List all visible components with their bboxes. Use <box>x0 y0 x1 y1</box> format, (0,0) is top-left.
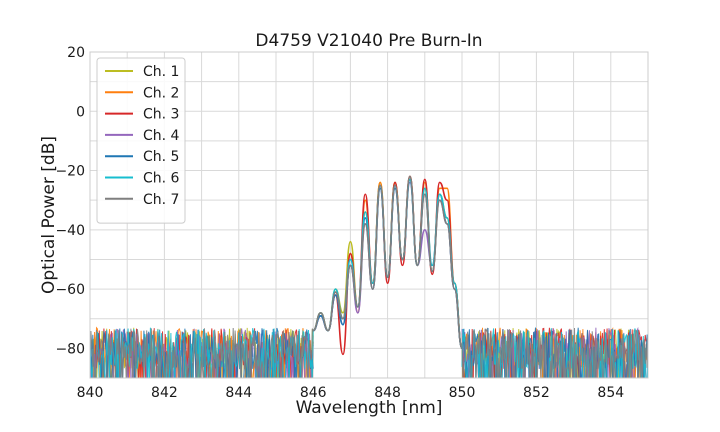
y-tick-label: −60 <box>55 282 85 298</box>
series-line <box>312 175 463 350</box>
x-tick-label: 854 <box>597 385 624 401</box>
legend-label: Ch. 2 <box>143 85 179 101</box>
x-tick-label: 840 <box>77 385 104 401</box>
y-tick-label: −40 <box>55 223 85 239</box>
chart-title: D4759 V21040 Pre Burn-In <box>255 31 482 51</box>
y-tick-labels: 20 0 −20 −40 −60 −80 <box>55 45 85 357</box>
x-tick-label: 852 <box>523 385 550 401</box>
y-tick-label: 20 <box>67 45 85 61</box>
y-tick-label: 0 <box>76 104 85 120</box>
legend-label: Ch. 5 <box>143 149 179 165</box>
series-lines <box>312 175 463 356</box>
noise-trace <box>461 327 648 378</box>
legend-label: Ch. 1 <box>143 64 179 80</box>
noise-floor <box>90 326 648 378</box>
x-tick-label: 850 <box>449 385 476 401</box>
legend-label: Ch. 6 <box>143 171 180 187</box>
x-tick-label: 846 <box>300 385 327 401</box>
x-tick-label: 842 <box>151 385 178 401</box>
x-tick-label: 848 <box>374 385 401 401</box>
legend-box <box>96 57 186 224</box>
x-tick-labels: 840 842 844 846 848 850 852 854 <box>77 385 625 401</box>
legend-label: Ch. 3 <box>143 107 179 123</box>
y-tick-label: −20 <box>55 164 85 180</box>
legend: Ch. 1 Ch. 2 Ch. 3 Ch. 4 Ch. 5 Ch. 6 Ch. 7 <box>96 57 186 224</box>
noise-trace <box>90 327 314 378</box>
plot-frame <box>89 51 649 379</box>
legend-label: Ch. 7 <box>143 192 179 208</box>
x-axis-label: Wavelength [nm] <box>296 398 443 418</box>
y-tick-label: −80 <box>55 341 85 357</box>
legend-label: Ch. 4 <box>143 128 180 144</box>
y-axis-label: Optical Power [dB] <box>39 136 59 294</box>
x-tick-label: 844 <box>225 385 252 401</box>
